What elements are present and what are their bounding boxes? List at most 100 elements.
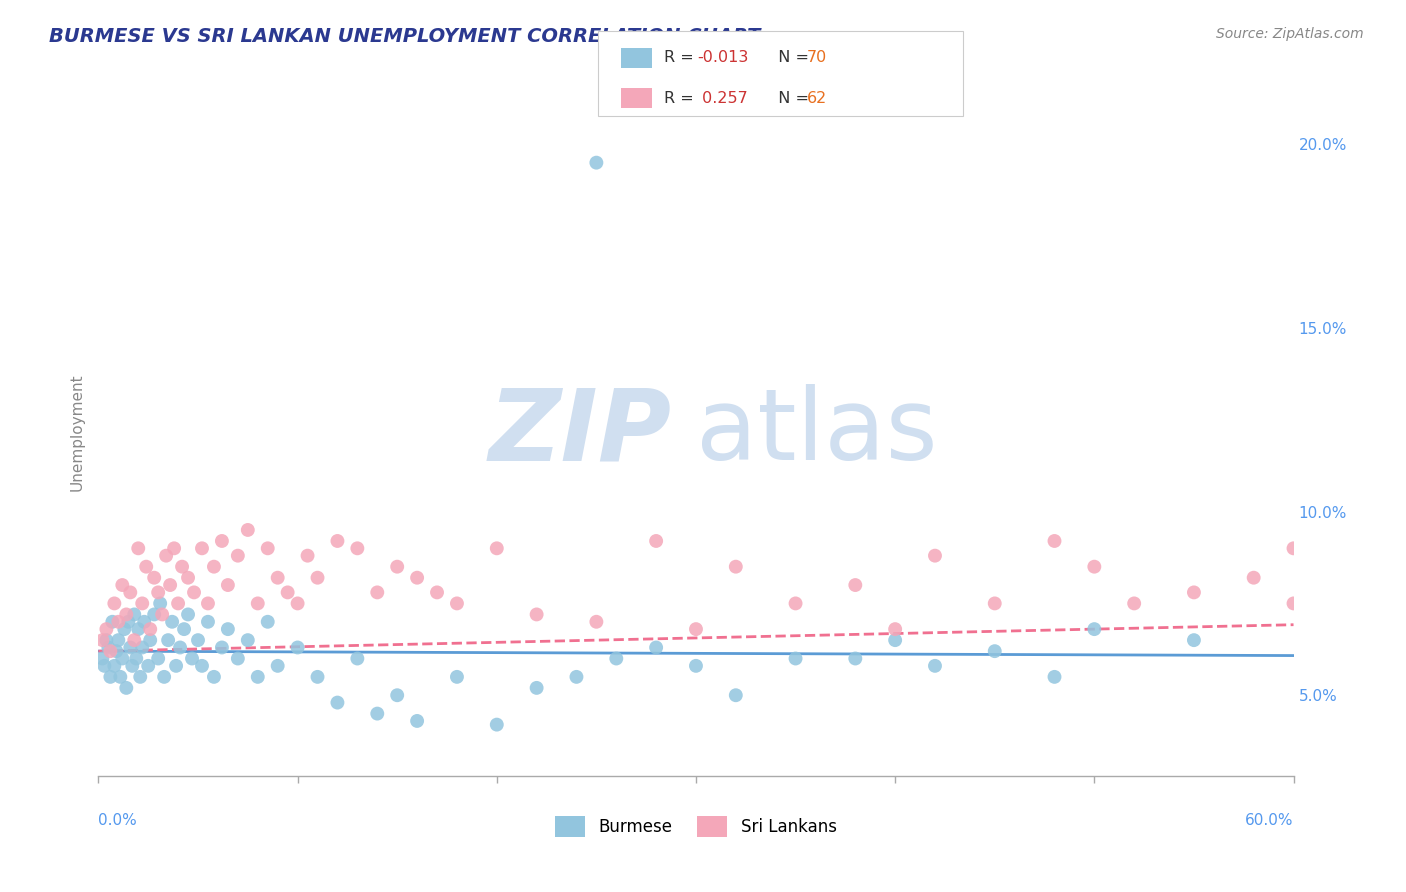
Point [385,688,409,702]
Point [326,533,349,548]
Point [127,541,149,556]
Text: 60.0%: 60.0% [1246,813,1294,828]
Point [526,681,548,695]
Point [217,578,239,592]
Point [172,559,194,574]
Point [197,615,219,629]
Point [1243,571,1265,585]
Point [246,596,269,610]
Legend: Burmese, Sri Lankans: Burmese, Sri Lankans [548,810,844,843]
Point [1182,585,1205,599]
Point [157,633,180,648]
Point [785,651,807,665]
Point [346,651,368,665]
Point [136,658,159,673]
Point [191,541,214,556]
Point [91,633,114,648]
Point [173,622,195,636]
Point [103,596,125,610]
Point [406,714,429,728]
Point [605,651,627,665]
Point [307,571,329,585]
Point [183,585,205,599]
Text: N =: N = [768,91,814,105]
Point [163,541,186,556]
Point [131,640,153,655]
Point [101,615,124,629]
Text: 0.0%: 0.0% [98,813,138,828]
Text: N =: N = [768,51,814,65]
Point [246,670,269,684]
Point [105,644,128,658]
Point [307,670,329,684]
Point [96,633,118,648]
Point [124,633,146,648]
Point [526,607,548,622]
Point [1043,670,1066,684]
Point [91,651,114,665]
Point [155,549,177,563]
Point [191,658,214,673]
Point [884,622,907,636]
Point [107,633,129,648]
Point [236,523,259,537]
Point [1083,559,1105,574]
Point [150,607,173,622]
Point [160,615,183,629]
Text: R =: R = [664,51,699,65]
Point [924,658,946,673]
Text: -0.013: -0.013 [697,51,749,65]
Point [153,670,176,684]
Point [256,615,278,629]
Point [984,596,1007,610]
Point [127,622,149,636]
Y-axis label: Unemployment: Unemployment [69,374,84,491]
Point [177,607,200,622]
Point [107,615,129,629]
Point [115,681,138,695]
Point [724,559,747,574]
Point [1282,596,1305,610]
Text: 62: 62 [807,91,827,105]
Point [924,549,946,563]
Point [98,670,122,684]
Point [115,607,138,622]
Point [645,640,668,655]
Point [366,706,388,721]
Point [685,622,707,636]
Point [226,549,249,563]
Point [785,596,807,610]
Point [256,541,278,556]
Point [125,651,148,665]
Point [346,541,368,556]
Point [167,596,190,610]
Point [565,670,588,684]
Point [211,533,233,548]
Point [326,696,349,710]
Point [585,155,607,169]
Point [485,717,508,731]
Point [177,571,200,585]
Point [149,596,172,610]
Point [143,571,166,585]
Point [1083,622,1105,636]
Point [169,640,191,655]
Point [406,571,429,585]
Point [1182,633,1205,648]
Point [844,578,866,592]
Point [267,658,290,673]
Text: 70: 70 [807,51,827,65]
Point [1282,541,1305,556]
Point [129,670,152,684]
Point [366,585,388,599]
Point [187,633,209,648]
Text: 0.257: 0.257 [697,91,748,105]
Point [446,596,468,610]
Point [181,651,204,665]
Point [121,658,143,673]
Point [226,651,249,665]
Point [446,670,468,684]
Point [485,541,508,556]
Point [645,533,668,548]
Point [277,585,299,599]
